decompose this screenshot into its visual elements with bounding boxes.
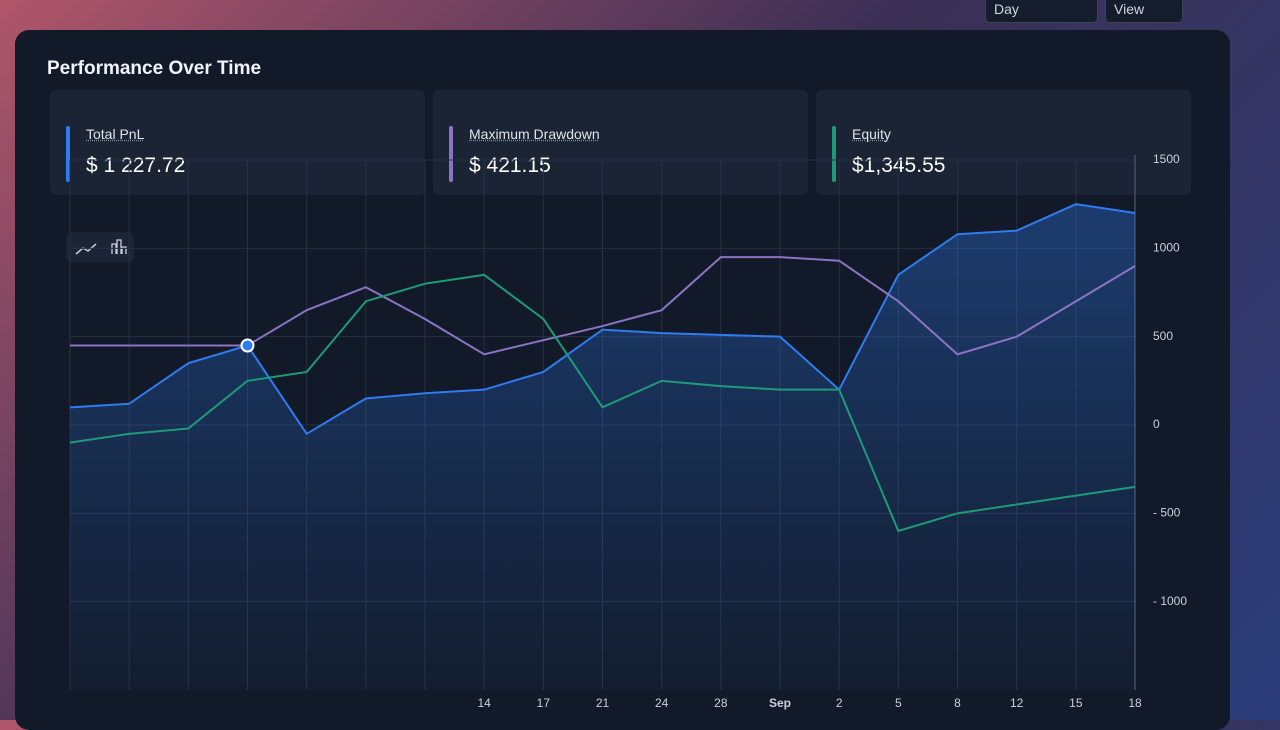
view-button[interactable]: View	[1105, 0, 1183, 23]
x-tick-label: 18	[1128, 696, 1142, 710]
stat-bar	[66, 126, 70, 182]
y-tick-label: - 500	[1153, 506, 1181, 520]
y-tick-label: 500	[1153, 329, 1173, 343]
x-tick-label: 5	[895, 696, 902, 710]
x-tick-label: 2	[836, 696, 843, 710]
area	[70, 204, 1135, 690]
stat-label: Total PnL	[86, 126, 145, 142]
x-tick-label: 8	[954, 696, 961, 710]
x-tick-label: Sep	[769, 696, 791, 710]
x-tick-label: 12	[1010, 696, 1024, 710]
x-tick-label: 21	[596, 696, 610, 710]
series-line	[69, 273, 1136, 533]
x-tick-label: 17	[537, 696, 551, 710]
x-tick-label: 28	[714, 696, 728, 710]
stat-bar	[832, 126, 836, 182]
y-tick-label: 0	[1153, 417, 1160, 431]
line-icon[interactable]	[75, 243, 97, 255]
hover-point	[240, 338, 255, 353]
stat-label: Maximum Drawdown	[469, 126, 600, 142]
period-dropdown[interactable]: Day	[985, 0, 1098, 23]
x-tick-label: 14	[477, 696, 491, 710]
x-tick-label: 15	[1069, 696, 1083, 710]
stat-card: Maximum Drawdown $ 421.15	[433, 90, 808, 195]
y-tick-label: 1500	[1153, 152, 1180, 166]
stat-label: Equity	[852, 126, 891, 142]
stat-card: Equity $1,345.55	[816, 90, 1191, 195]
y-tick-label: - 1000	[1153, 594, 1187, 608]
y-tick-label: 1000	[1153, 241, 1180, 255]
title: Performance Over Time	[47, 58, 262, 79]
x-tick-label: 24	[655, 696, 669, 710]
stat-bar	[449, 126, 453, 182]
bar-icon[interactable]	[111, 239, 127, 254]
